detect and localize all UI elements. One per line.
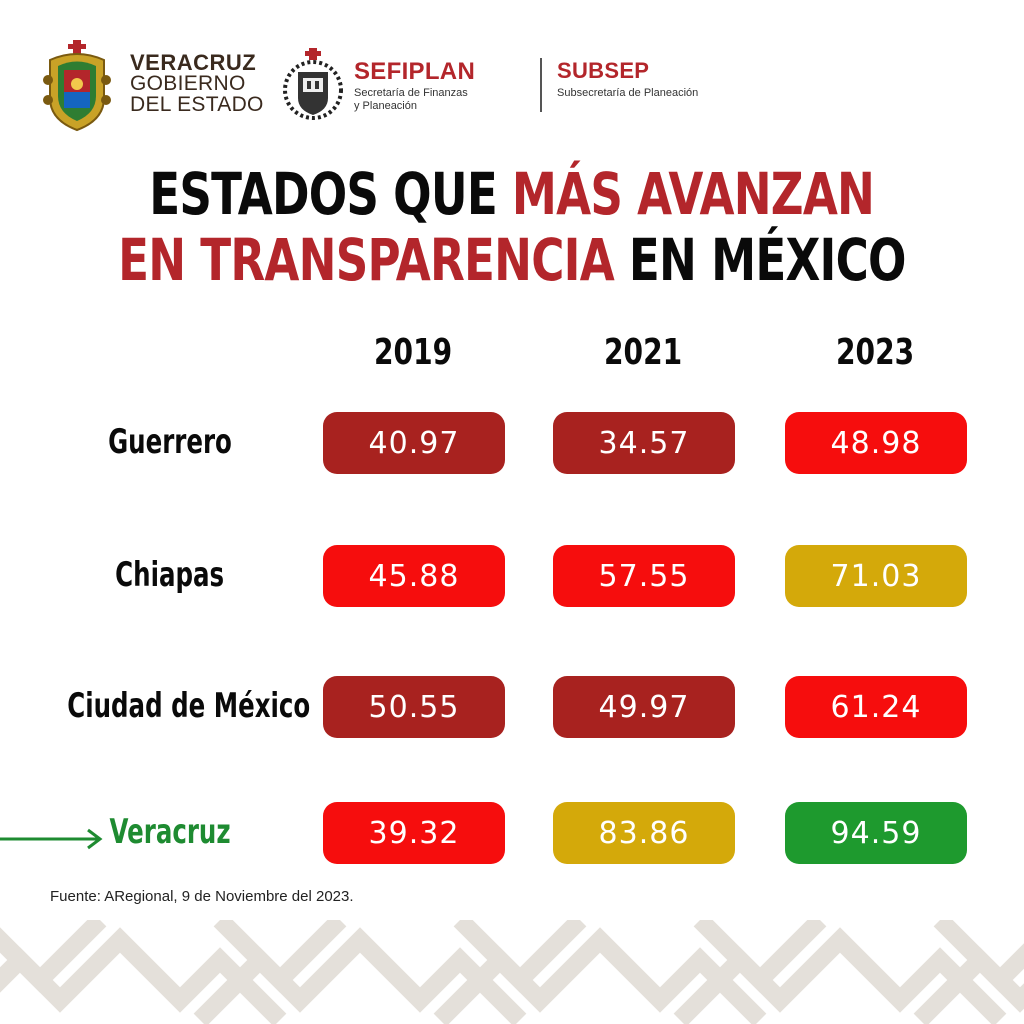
- value-cell: 50.55: [323, 676, 505, 738]
- value-cell: 49.97: [553, 676, 735, 738]
- arrow-right-icon: [0, 828, 103, 850]
- subsep-sub: Subsecretaría de Planeación: [557, 87, 699, 99]
- value-cell: 40.97: [323, 412, 505, 474]
- value-cell: 34.57: [553, 412, 735, 474]
- sefiplan-sub2: y Planeación: [354, 100, 417, 112]
- source-note: Fuente: ARegional, 9 de Noviembre del 20…: [50, 888, 354, 905]
- subsep-logo-text: SUBSEP Subsecretaría de Planeación: [557, 60, 698, 100]
- value-cell: 61.24: [785, 676, 967, 738]
- logo-divider: [540, 58, 542, 112]
- row-label: Ciudad de México: [67, 686, 311, 726]
- column-header-2021: 2021: [603, 332, 683, 373]
- sefiplan-name: SEFIPLAN: [354, 58, 476, 85]
- sefiplan-sub1: Secretaría de Finanzas: [354, 87, 468, 99]
- subsep-name: SUBSEP: [557, 58, 650, 83]
- value-cell: 57.55: [553, 545, 735, 607]
- decorative-pattern: [0, 920, 1024, 1024]
- value-cell: 94.59: [785, 802, 967, 864]
- gobierno-line1: VERACRUZ: [130, 50, 257, 75]
- row-label: Veracruz: [109, 812, 231, 852]
- row-label: Chiapas: [115, 555, 225, 595]
- row-label: Guerrero: [108, 422, 232, 462]
- sefiplan-seal-icon: [283, 48, 343, 120]
- title-line1-black: ESTADOS QUE: [149, 160, 513, 228]
- gobierno-line2: GOBIERNO: [130, 72, 246, 95]
- column-header-2019: 2019: [373, 332, 453, 373]
- value-cell: 48.98: [785, 412, 967, 474]
- sefiplan-logo-text: SEFIPLAN Secretaría de Finanzas y Planea…: [354, 60, 475, 113]
- title-line1: ESTADOS QUE MÁS AVANZAN: [0, 162, 1024, 226]
- value-cell: 45.88: [323, 545, 505, 607]
- gobierno-line3: DEL ESTADO: [130, 93, 264, 116]
- veracruz-coat-of-arms-icon: [43, 40, 111, 132]
- title-line1-red: MÁS AVANZAN: [512, 160, 875, 228]
- column-header-2023: 2023: [835, 332, 915, 373]
- title-line2: EN TRANSPARENCIA EN MÉXICO: [0, 228, 1024, 292]
- title-line2-black: EN MÉXICO: [614, 226, 907, 294]
- header: VERACRUZ GOBIERNO DEL ESTADO SEFIPLAN Se…: [0, 0, 1024, 140]
- value-cell: 71.03: [785, 545, 967, 607]
- title-line2-red: EN TRANSPARENCIA: [118, 226, 615, 294]
- gobierno-estado-logo-text: VERACRUZ GOBIERNO DEL ESTADO: [130, 50, 264, 116]
- value-cell: 39.32: [323, 802, 505, 864]
- value-cell: 83.86: [553, 802, 735, 864]
